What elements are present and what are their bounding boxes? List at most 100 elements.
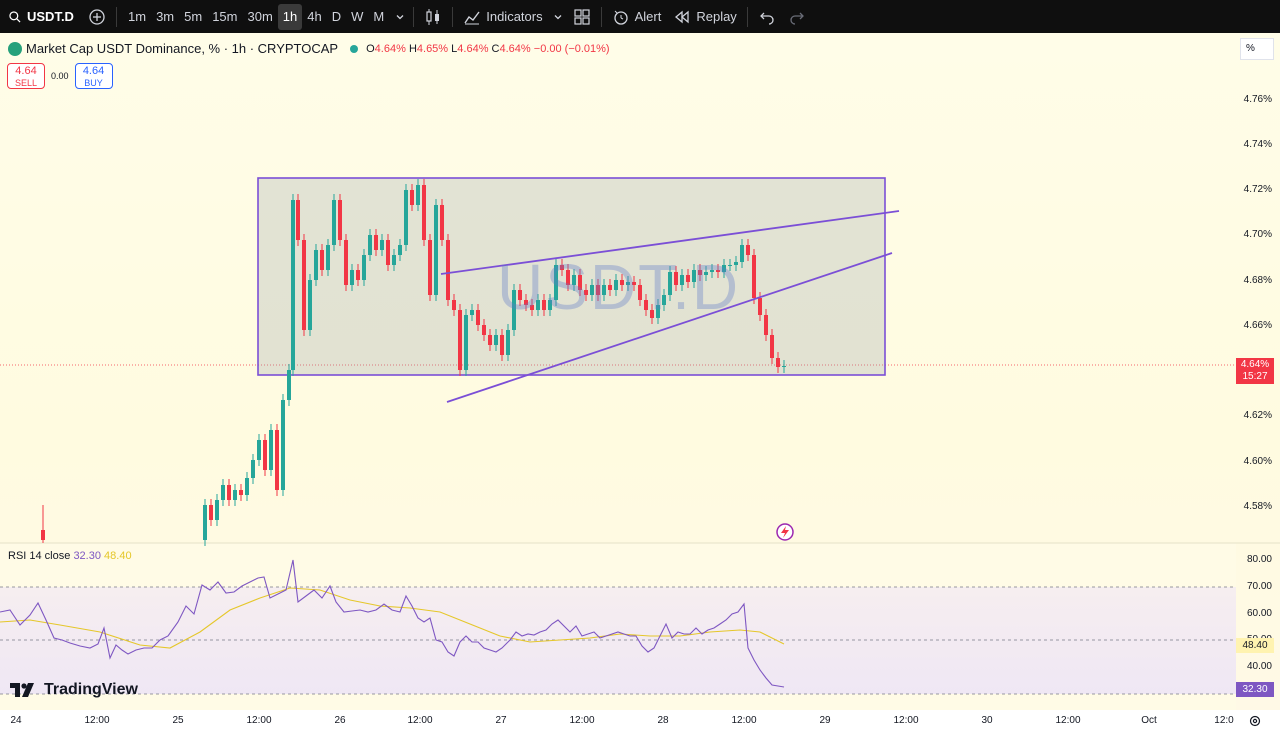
low-label: L <box>451 42 458 55</box>
candle-body <box>698 270 702 275</box>
candle-body <box>221 485 225 500</box>
close-value: 4.64% <box>499 42 531 55</box>
low-value: 4.64% <box>457 42 489 55</box>
interval-15m[interactable]: 15m <box>212 9 238 24</box>
high-label: H <box>408 42 417 55</box>
interval-4h[interactable]: 4h <box>307 9 322 24</box>
candle-body <box>404 190 408 245</box>
candle-body <box>446 240 450 300</box>
candle-body <box>326 245 330 270</box>
interval-d[interactable]: D <box>331 9 342 24</box>
candle-body <box>275 430 279 490</box>
sell-price: 4.64 <box>15 65 37 77</box>
candle-body <box>380 240 384 250</box>
candle-body <box>263 440 267 470</box>
candle-body <box>386 240 390 265</box>
candle-body <box>257 440 261 460</box>
upper-trendline[interactable] <box>440 210 900 275</box>
undo-button[interactable] <box>752 0 782 33</box>
candle-body <box>548 300 552 310</box>
high-value: 4.65% <box>416 42 449 55</box>
indicators-label: Indicators <box>486 9 543 24</box>
interval-30m[interactable]: 30m <box>247 9 273 24</box>
candle-body <box>506 330 510 355</box>
tradingview-wordmark: TradingView <box>44 681 138 698</box>
candle-body <box>434 205 438 295</box>
candle-body <box>746 245 750 255</box>
rsi-value-tag: 32.30 <box>1236 682 1274 697</box>
candle-body <box>626 282 630 285</box>
candle-body <box>476 310 480 325</box>
replay-button[interactable]: Replay <box>667 0 742 33</box>
interval-dropdown[interactable] <box>391 0 409 33</box>
candle-body <box>398 245 402 255</box>
interval-1m[interactable]: 1m <box>128 9 147 24</box>
candle-body <box>554 265 558 300</box>
interval-w[interactable]: W <box>351 9 364 24</box>
candle-body <box>644 300 648 310</box>
candle-body <box>287 370 291 400</box>
rsi-legend[interactable]: RSI 14 close 32.30 48.40 <box>8 550 132 562</box>
candle-body <box>776 358 780 367</box>
indicators-button[interactable]: Indicators <box>457 0 548 33</box>
candle-body <box>470 310 474 315</box>
price-tick-label: 4.76% <box>1243 94 1272 105</box>
compare-button[interactable] <box>82 0 112 33</box>
buy-price: 4.64 <box>82 65 105 77</box>
alarm-clock-icon <box>613 10 628 25</box>
price-tick-label: 4.70% <box>1243 229 1272 240</box>
time-tick-label: 27 <box>495 715 507 726</box>
candle-body <box>722 265 726 272</box>
candle-body <box>764 315 768 335</box>
candle-body <box>668 272 672 295</box>
price-tick-label: 4.60% <box>1243 456 1272 467</box>
series-legend[interactable]: Market Cap USDT Dominance, % · 1h · CRYP… <box>8 41 610 56</box>
tradingview-logo[interactable]: TradingView <box>10 681 138 699</box>
rsi-title: RSI 14 close <box>8 550 71 562</box>
candle-body <box>428 240 432 295</box>
candle-body <box>374 235 378 250</box>
trade-panel: 4.64 SELL 0.00 4.64 BUY <box>7 63 113 89</box>
candle-body <box>560 265 564 270</box>
symbol-search[interactable]: USDT.D <box>0 0 82 33</box>
time-tick-label: 12:00 <box>246 715 272 726</box>
lightning-icon[interactable] <box>776 523 794 541</box>
candle-body <box>656 305 660 318</box>
time-tick-label: 12:00 <box>731 715 757 726</box>
candle-body <box>344 240 348 285</box>
candle-body <box>728 265 732 266</box>
candle-body <box>494 335 498 345</box>
buy-button[interactable]: 4.64 BUY <box>74 63 113 89</box>
candle-body <box>482 325 486 335</box>
candle-body <box>614 280 618 290</box>
candle-body <box>602 285 606 295</box>
interval-1h[interactable]: 1h <box>277 3 303 30</box>
candle-body <box>608 285 612 290</box>
candle-body <box>356 270 360 280</box>
alert-button[interactable]: Alert <box>606 0 668 33</box>
lower-trendline[interactable] <box>446 252 893 403</box>
interval-m[interactable]: M <box>373 9 385 24</box>
divider <box>452 6 454 27</box>
redo-button[interactable] <box>782 0 812 33</box>
interval-3m[interactable]: 3m <box>156 9 175 24</box>
bar-countdown: 15:27 <box>1242 371 1268 382</box>
time-axis[interactable]: 24 12:00 25 12:00 26 12:00 27 12:00 28 12:00 29 12:… <box>0 710 1280 732</box>
settings-gear-icon[interactable] <box>1248 714 1262 728</box>
indicators-dropdown[interactable] <box>549 0 567 33</box>
candle-body <box>500 335 504 355</box>
close-label: C <box>491 42 500 55</box>
layouts-button[interactable] <box>567 0 597 33</box>
time-tick-label: 24 <box>10 715 22 726</box>
rewind-icon <box>675 10 689 23</box>
candle-body <box>638 285 642 300</box>
scale-mode-button[interactable]: % <box>1240 38 1274 60</box>
price-tick-label: 4.72% <box>1243 184 1272 195</box>
sell-button[interactable]: 4.64 SELL <box>7 63 45 89</box>
candle-body <box>734 262 738 265</box>
interval-5m[interactable]: 5m <box>184 9 203 24</box>
chart-type-button[interactable] <box>418 0 448 33</box>
candle-body <box>233 490 237 500</box>
candle-body <box>716 270 720 272</box>
